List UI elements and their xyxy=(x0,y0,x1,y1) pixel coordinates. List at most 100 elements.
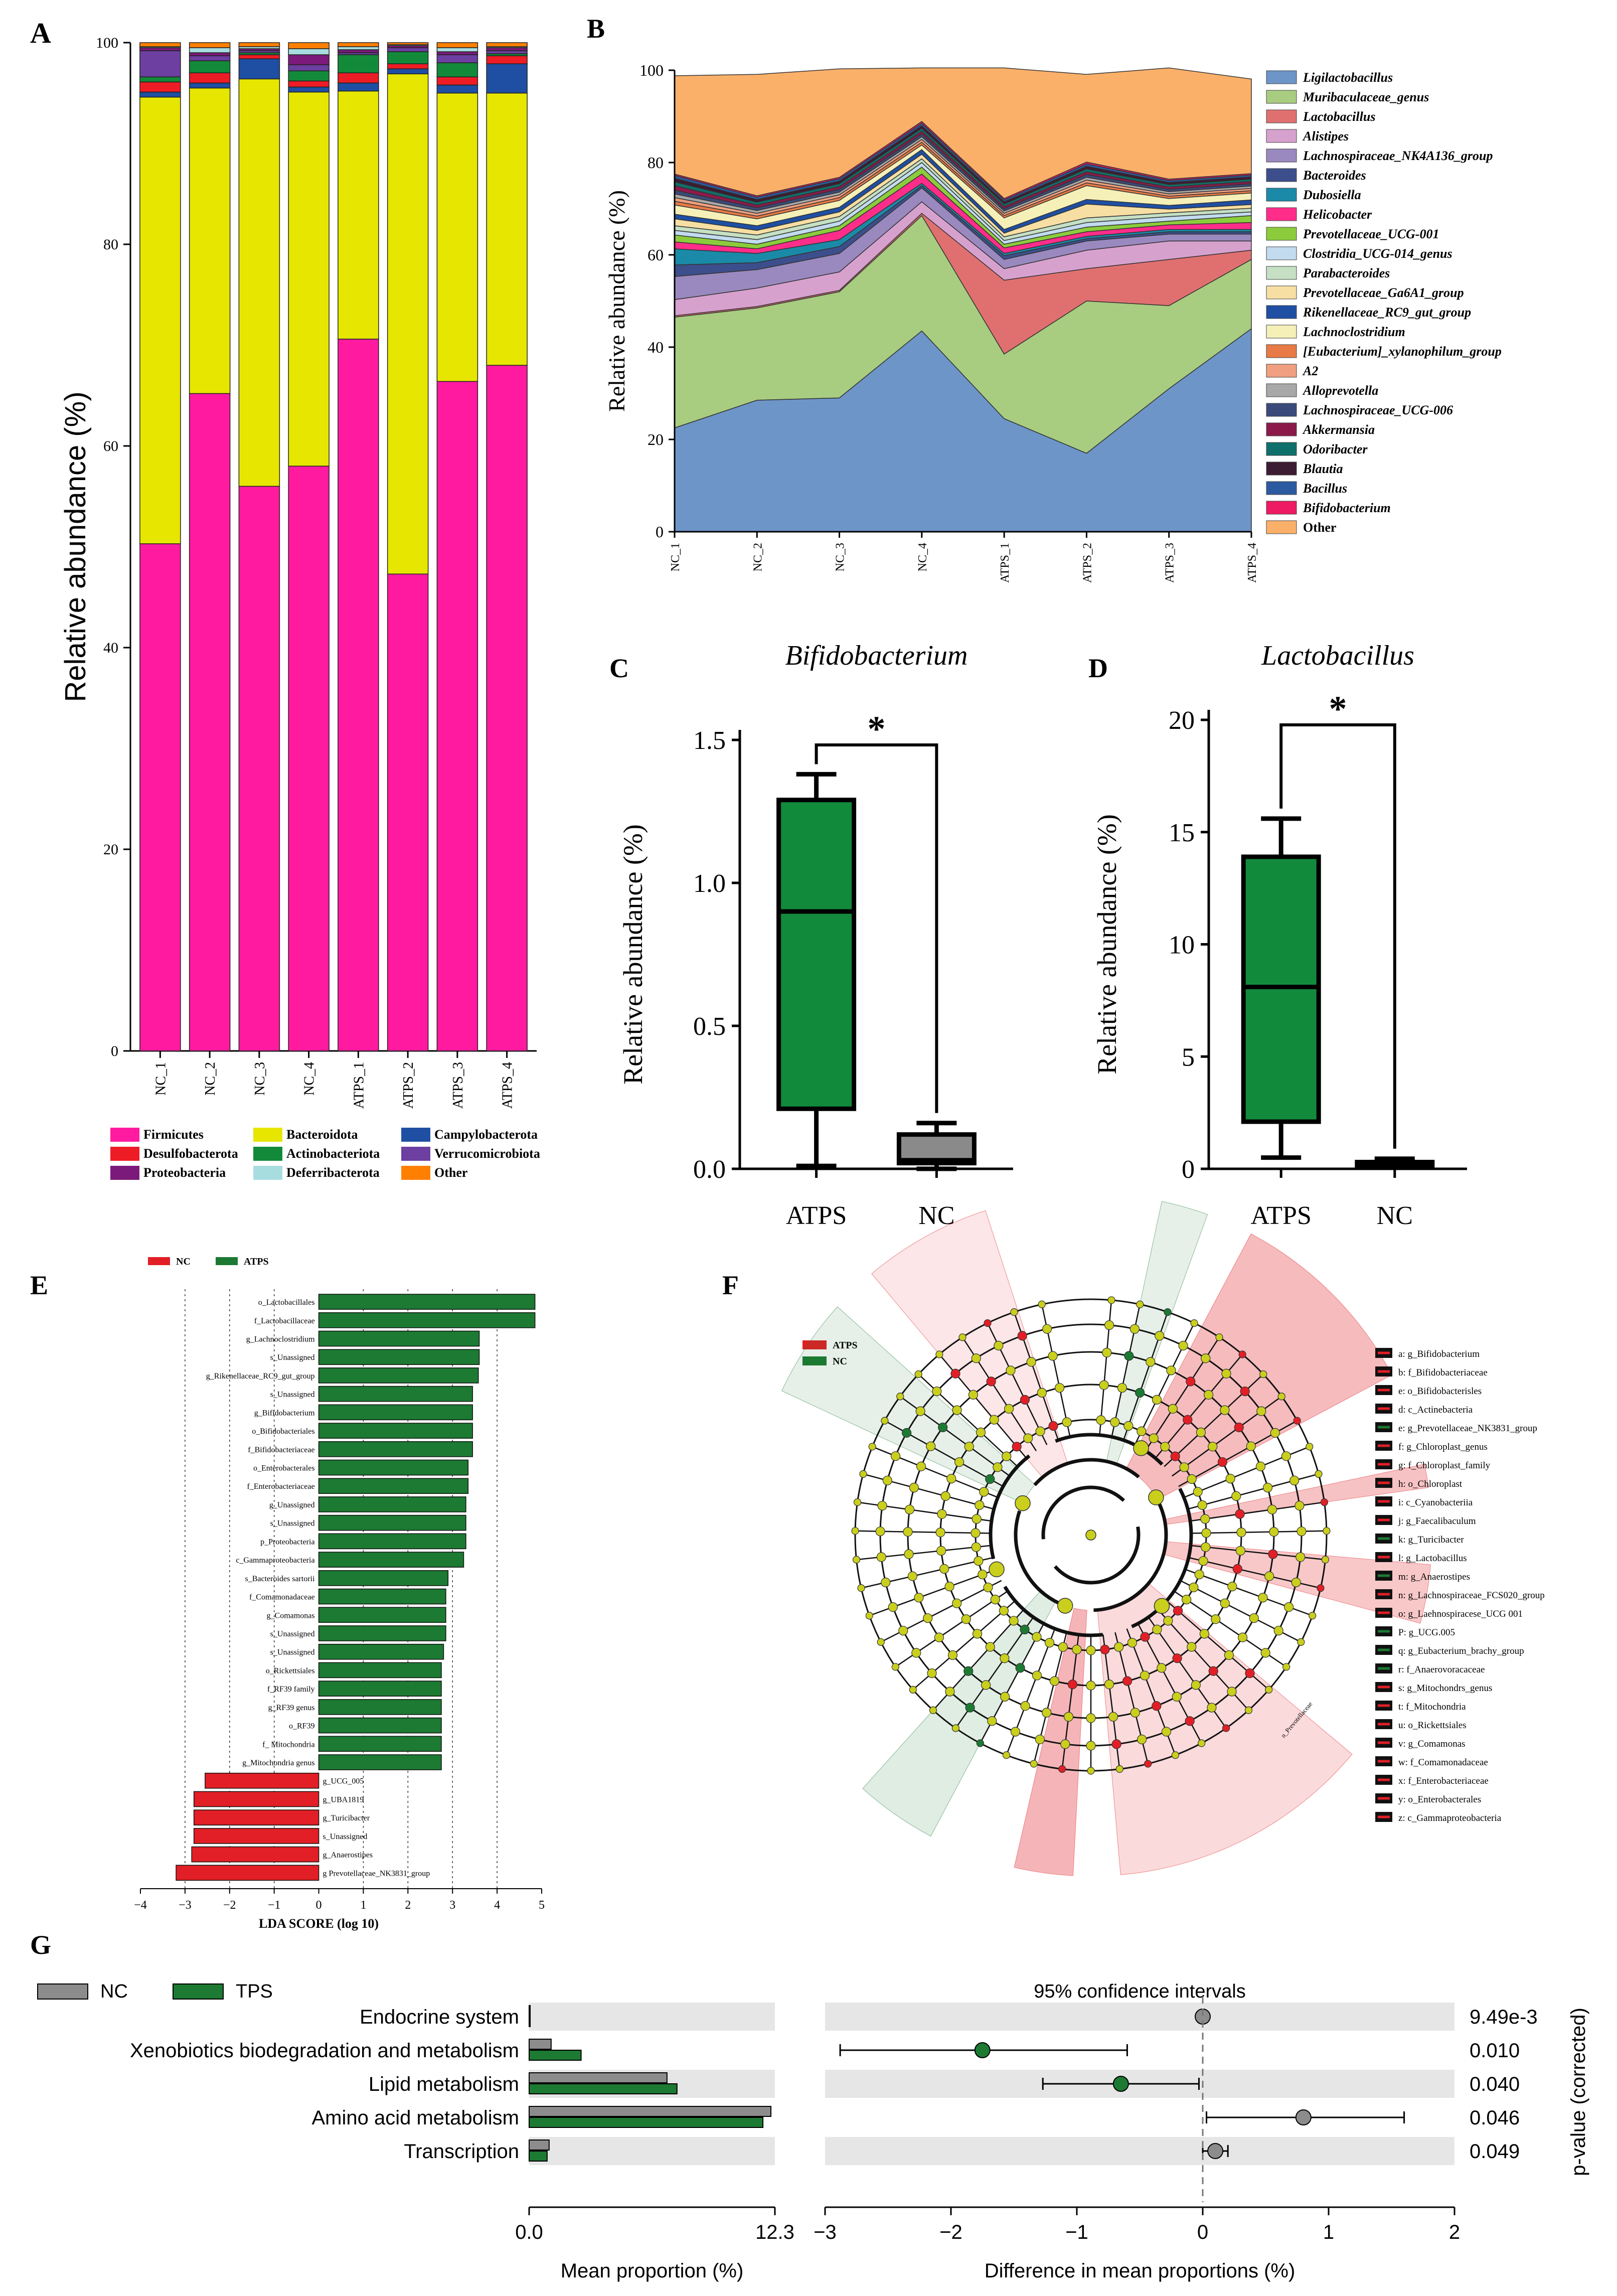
cladogram-node xyxy=(1221,1368,1231,1379)
cladogram-node xyxy=(1135,1388,1145,1398)
y-tick-label: 40 xyxy=(103,640,118,656)
bar-segment-bacteroidota xyxy=(238,78,280,487)
cladogram-node xyxy=(902,1428,912,1438)
bar-nc-1 xyxy=(139,42,181,1051)
cladogram-node xyxy=(981,1680,991,1690)
cladogram-node xyxy=(1297,1638,1305,1646)
bar-nc-4 xyxy=(288,42,330,1051)
cladogram-node xyxy=(888,1602,898,1612)
lda-bar xyxy=(318,1607,446,1623)
cladogram-node xyxy=(1110,1417,1120,1427)
cladogram-node xyxy=(1140,1632,1150,1642)
bar-segment-campylobacterota xyxy=(288,86,330,93)
lda-bar xyxy=(318,1754,442,1770)
lda-bar-label: f_Bifidobacteriaceae xyxy=(248,1446,314,1454)
key-label: r: f_Anaerovoracaceae xyxy=(1398,1664,1485,1675)
key-label: d: c_Actinebacteria xyxy=(1398,1405,1473,1415)
x-tick-label: ATPS_3 xyxy=(450,1062,466,1109)
cladogram-node xyxy=(1259,1370,1267,1379)
x-tick-label: −1 xyxy=(268,1899,281,1912)
box-nc xyxy=(896,1121,977,1171)
ci-point xyxy=(1112,2076,1129,2092)
bar-segment-campylobacterota xyxy=(238,58,280,80)
x-tick-label: 4 xyxy=(494,1899,500,1912)
bar-segment-desulfobacterota xyxy=(288,80,330,88)
cladogram-node xyxy=(1246,1441,1256,1451)
cladogram-node xyxy=(1185,1716,1195,1726)
p-value: 9.49e-3 xyxy=(1470,2006,1538,2028)
bar-segment-desulfobacterota xyxy=(238,54,280,59)
cladogram-node xyxy=(984,1319,992,1327)
area-layers xyxy=(674,67,1252,532)
cladogram-node xyxy=(1164,1308,1172,1316)
p-value: 0.046 xyxy=(1470,2107,1520,2129)
legend-label: Bifidobacterium xyxy=(1303,501,1391,515)
ci-point xyxy=(974,2042,991,2058)
cladogram-node xyxy=(903,1527,913,1537)
cladogram-node xyxy=(1245,1668,1255,1678)
cladogram-node xyxy=(1127,1638,1138,1648)
y-tick-label: 1.0 xyxy=(693,869,726,898)
cladogram-node xyxy=(1171,1751,1180,1759)
legend-label: Bacillus xyxy=(1303,481,1347,496)
cladogram-node xyxy=(1042,1324,1052,1334)
cladogram-node xyxy=(1058,1642,1068,1652)
x-tick-label: ATPS_2 xyxy=(401,1062,416,1109)
y-tick-label: 10 xyxy=(1169,931,1195,960)
bar-segment-desulfobacterota xyxy=(189,72,231,84)
bar-segment-proteobacteria xyxy=(436,51,478,55)
bar-segment-actinobacteriota xyxy=(436,62,478,78)
bar-segment-firmicutes xyxy=(288,466,330,1051)
legend-label: Dubosiella xyxy=(1303,188,1361,202)
legend-label: Blautia xyxy=(1303,462,1343,476)
mean-bar-nc xyxy=(529,2005,531,2016)
legend-swatch-lachnospiraceae-ucg-006 xyxy=(1266,403,1297,417)
y-tick-label: 0 xyxy=(111,1043,118,1059)
y-tick-label: 100 xyxy=(96,35,118,51)
lda-bar xyxy=(318,1349,480,1365)
clade-highlight-wedge xyxy=(1125,1233,1393,1500)
cladogram-node xyxy=(1049,1676,1060,1686)
legend-swatch-akkermansia xyxy=(1266,422,1297,436)
bar-segment-verrucomicrobiota xyxy=(189,55,231,61)
lda-bar-label: f_ Mitochondria xyxy=(262,1740,314,1749)
x-tick-label: ATPS xyxy=(1250,1201,1311,1230)
cladogram-node-major xyxy=(1133,1440,1149,1456)
bar-segment-desulfobacterota xyxy=(338,72,379,84)
lda-bar xyxy=(205,1772,319,1789)
legend-swatch-blautia xyxy=(1266,462,1297,476)
cladogram-node xyxy=(1211,1614,1221,1624)
panel-b-stacked-area-chart: 0 20 40 60 80 100 Relative abundance (%) NC_1 NC… xyxy=(604,61,1502,583)
cladogram-node xyxy=(936,1546,946,1556)
bar-nc-3 xyxy=(238,42,280,1051)
lda-bar-label: f_Enterobacteriaceae xyxy=(247,1482,315,1491)
legend-swatch-desulfobacterota xyxy=(110,1147,139,1161)
clade-highlight-wedge xyxy=(781,1306,1036,1504)
legend-swatch-actinobacteriota xyxy=(253,1147,282,1161)
cladogram-node xyxy=(1035,1426,1045,1436)
legend-label: Rikenellaceae_RC9_gut_group xyxy=(1303,305,1471,320)
key-label: i: c_Cyanobacteriia xyxy=(1398,1497,1473,1508)
cladogram-node xyxy=(1265,1686,1273,1694)
cladogram-node xyxy=(1032,1632,1042,1642)
cladogram-node xyxy=(1198,1556,1208,1566)
cladogram-node xyxy=(1137,1734,1147,1745)
ci-title: 95% confidence intervals xyxy=(1034,1981,1245,2002)
cladogram-node xyxy=(1044,1638,1055,1648)
cladogram-node xyxy=(1123,1421,1134,1431)
bar-segment-firmicutes xyxy=(139,543,181,1051)
category-label: Amino acid metabolism xyxy=(312,2107,520,2129)
legend-label: ATPS xyxy=(244,1256,269,1267)
cladogram-node xyxy=(1032,1670,1042,1680)
lda-bar-label: p_Proteobacteria xyxy=(260,1538,314,1546)
lda-bar-label: g_Bifidobacterium xyxy=(254,1409,315,1417)
cladogram-node xyxy=(1238,1350,1246,1358)
cladogram-node xyxy=(914,1370,922,1379)
cladogram-node xyxy=(896,1393,904,1401)
x-axis-title-left: Mean proportion (%) xyxy=(561,2260,744,2282)
bar-segment-desulfobacterota xyxy=(139,81,181,93)
cladogram-node-major xyxy=(1057,1598,1073,1614)
panel-label-b: B xyxy=(587,14,605,44)
cladogram-node xyxy=(989,1415,999,1425)
cladogram-node xyxy=(1114,1642,1124,1652)
